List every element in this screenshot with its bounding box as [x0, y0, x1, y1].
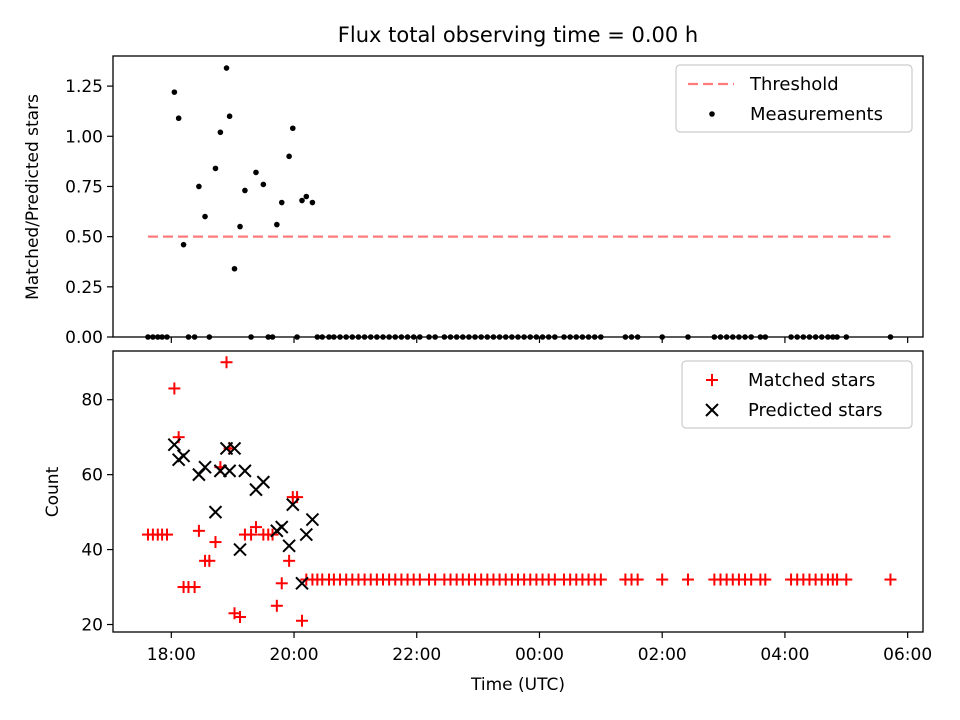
predicted-star-point — [176, 449, 191, 463]
top-y-ticks: 0.00 0.25 0.50 0.75 1.00 1.25 — [65, 77, 113, 348]
predicted-star-point — [299, 527, 314, 542]
measurement-point — [171, 89, 178, 95]
matched-star-point — [275, 577, 288, 590]
top-y-tick-label: 0.00 — [65, 328, 103, 348]
matched-star-point — [192, 524, 205, 537]
top-y-tick-label: 0.25 — [65, 278, 103, 298]
bottom-axes-frame — [112, 350, 924, 633]
legend-threshold-label: Threshold — [749, 74, 839, 95]
legend-matched-label: Matched stars — [748, 370, 875, 391]
bottom-y-tick-label: 60 — [81, 466, 103, 486]
measurement-point — [202, 213, 208, 220]
predicted-star-point — [167, 437, 182, 452]
legend-measurements-swatch — [709, 111, 715, 117]
x-tick-label: 06:00 — [883, 645, 932, 665]
bottom-y-tick-label: 20 — [81, 616, 103, 636]
measurement-point — [242, 187, 248, 194]
matched-star-point — [840, 573, 853, 586]
predicted-star-point — [227, 441, 242, 456]
predicted-star-point — [222, 464, 237, 478]
panel-bottom-counts: Count Time (UTC) 20 40 60 80 18:00 20:00 22:0… — [43, 350, 932, 695]
matched-star-point — [209, 536, 222, 549]
predicted-star-point — [256, 475, 271, 489]
predicted-star-point — [286, 497, 300, 512]
matched-star-point — [188, 581, 201, 594]
predicted-star-point — [275, 520, 289, 534]
measurement-point — [237, 223, 243, 230]
measurement-point — [175, 115, 182, 122]
measurement-point — [196, 183, 202, 190]
top-y-tick-label: 0.50 — [65, 228, 103, 248]
measurement-point — [299, 197, 305, 204]
matched-star-point — [296, 614, 308, 627]
panel-top-ratio: Flux total observing time = 0.00 h Match… — [23, 23, 924, 348]
top-y-axis-label: Matched/Predicted stars — [23, 94, 43, 300]
predicted-star-point — [238, 464, 252, 478]
bottom-legend-box — [681, 360, 913, 429]
predicted-star-points — [167, 437, 320, 591]
legend-matched-swatch — [706, 374, 718, 386]
matched-star-point — [759, 573, 772, 586]
matched-star-point — [203, 554, 216, 567]
predicted-star-point — [282, 539, 296, 553]
x-tick-label: 04:00 — [760, 645, 809, 665]
x-tick-label: 02:00 — [638, 645, 687, 665]
top-y-tick-label: 1.00 — [65, 127, 103, 147]
measurement-point — [180, 241, 187, 248]
matched-star-point — [168, 382, 181, 395]
measurement-point — [309, 199, 316, 206]
legend-measurements-label: Measurements — [750, 104, 883, 125]
top-x-ticks — [170, 337, 909, 343]
chart-title: Flux total observing time = 0.00 h — [338, 23, 698, 47]
measurement-point — [231, 265, 238, 272]
bottom-legend: Matched stars Predicted stars — [681, 360, 913, 429]
measurement-point — [253, 169, 259, 176]
predicted-star-point — [233, 542, 247, 557]
matched-star-point — [220, 356, 233, 369]
measurement-point — [212, 165, 219, 172]
predicted-star-point — [208, 505, 223, 519]
measurement-point — [217, 129, 224, 136]
predicted-star-point — [295, 576, 309, 591]
bottom-y-ticks: 20 40 60 80 — [81, 391, 113, 636]
matched-star-point — [270, 599, 283, 612]
x-axis-label: Time (UTC) — [470, 675, 565, 695]
bottom-y-axis-label: Count — [43, 466, 63, 517]
legend-predicted-label: Predicted stars — [748, 400, 882, 421]
matched-star-point — [234, 611, 247, 624]
predicted-star-point — [198, 460, 212, 474]
measurement-point — [303, 193, 310, 200]
bottom-y-tick-label: 40 — [81, 541, 103, 561]
x-tick-label: 00:00 — [515, 645, 564, 665]
top-legend-box — [675, 64, 913, 133]
top-y-tick-label: 1.25 — [65, 77, 103, 97]
measurement-point — [278, 199, 285, 206]
matched-star-point — [631, 573, 644, 586]
measurement-point — [223, 65, 230, 71]
top-legend: Threshold Measurements — [675, 64, 913, 133]
measurement-point — [289, 125, 296, 132]
matched-star-point — [681, 573, 694, 586]
measurement-point — [260, 181, 267, 188]
legend-predicted-swatch — [705, 403, 719, 417]
matched-star-point — [656, 573, 669, 586]
x-tick-label: 18:00 — [147, 645, 196, 665]
matched-star-point — [245, 528, 258, 541]
measurement-point — [286, 153, 292, 160]
matched-star-point — [161, 528, 173, 541]
bottom-y-tick-label: 80 — [81, 391, 103, 411]
matched-star-point — [283, 554, 296, 567]
top-axes-frame — [112, 55, 924, 338]
measurement-point — [226, 113, 233, 120]
x-tick-label: 20:00 — [270, 645, 319, 665]
x-tick-label: 22:00 — [392, 645, 441, 665]
matched-star-point — [594, 573, 607, 586]
top-y-tick-label: 0.75 — [65, 177, 103, 197]
matched-star-point — [249, 521, 262, 534]
predicted-star-point — [305, 512, 320, 527]
measurement-point — [274, 221, 280, 228]
bottom-x-ticks: 18:00 20:00 22:00 00:00 02:00 04:00 06:00 — [147, 632, 932, 665]
matched-star-point — [884, 573, 897, 586]
